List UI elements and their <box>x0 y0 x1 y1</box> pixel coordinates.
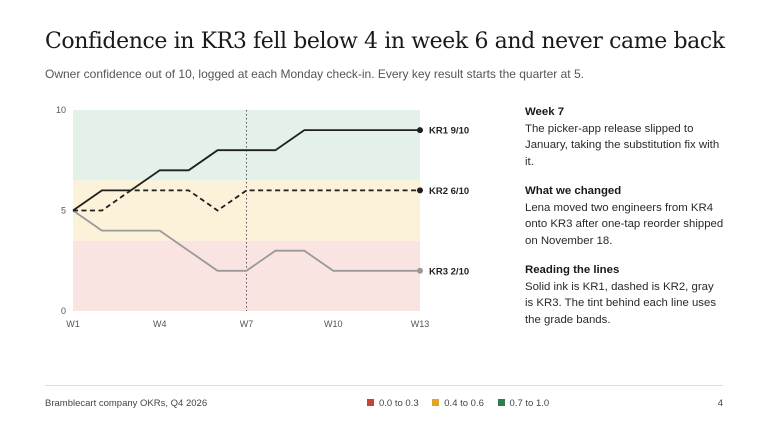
note-what-we-changed: What we changed Lena moved two engineers… <box>525 183 725 249</box>
series-line-kr1 <box>72 129 420 212</box>
note-heading: What we changed <box>525 185 622 197</box>
note-body: Solid ink is KR1, dashed is KR2, gray is… <box>525 280 717 326</box>
x-tick-label: W13 <box>411 319 430 329</box>
chart-title: Confidence in KR3 fell below 4 in week 6… <box>45 29 725 54</box>
note-body: The picker-app release slipped to Januar… <box>525 122 720 168</box>
note-body: Lena moved two engineers from KR4 onto K… <box>525 201 724 247</box>
note-heading: Week 7 <box>525 106 565 118</box>
series-label-kr2: KR2 6/10 <box>429 186 469 197</box>
legend-item-green: 0.7 to 1.0 <box>497 398 550 409</box>
note-week-7: Week 7 The picker-app release slipped to… <box>525 104 725 170</box>
legend-swatch-green <box>497 399 505 406</box>
legend-label: 0.7 to 1.0 <box>509 398 550 409</box>
legend-item-yellow: 0.4 to 0.6 <box>432 398 484 409</box>
footer-divider <box>45 385 723 386</box>
series-label-kr3: KR3 2/10 <box>429 266 469 277</box>
x-tick-label: W7 <box>240 319 254 329</box>
grade-legend: 0.0 to 0.3 0.4 to 0.6 0.7 to 1.0 <box>367 398 560 409</box>
chart-subtitle: Owner confidence out of 10, logged at ea… <box>45 67 584 81</box>
x-tick-label: W10 <box>324 319 343 329</box>
series-line-kr3 <box>72 209 420 272</box>
legend-label: 0.4 to 0.6 <box>444 398 484 409</box>
page-number: 4 <box>717 398 723 409</box>
footer-source: Bramblecart company OKRs, Q4 2026 <box>45 398 208 409</box>
y-tick-label: 5 <box>61 206 66 216</box>
y-tick-label: 10 <box>56 105 66 115</box>
legend-swatch-yellow <box>432 399 440 406</box>
note-reading-the-lines: Reading the lines Solid ink is KR1, dash… <box>525 262 725 328</box>
y-tick-label: 0 <box>61 306 66 316</box>
series-endpoint-kr2 <box>417 187 423 194</box>
annotation-panel: Week 7 The picker-app release slipped to… <box>525 104 725 341</box>
legend-item-red: 0.0 to 0.3 <box>367 398 419 409</box>
grade-band-2 <box>73 110 420 181</box>
note-heading: Reading the lines <box>525 264 620 276</box>
legend-label: 0.0 to 0.3 <box>379 398 419 409</box>
x-tick-label: W1 <box>66 319 80 329</box>
x-tick-label: W4 <box>153 319 167 329</box>
legend-swatch-red <box>367 399 374 406</box>
series-endpoint-kr3 <box>417 267 423 274</box>
series-endpoint-kr1 <box>417 127 423 134</box>
series-label-kr1: KR1 9/10 <box>429 126 469 137</box>
